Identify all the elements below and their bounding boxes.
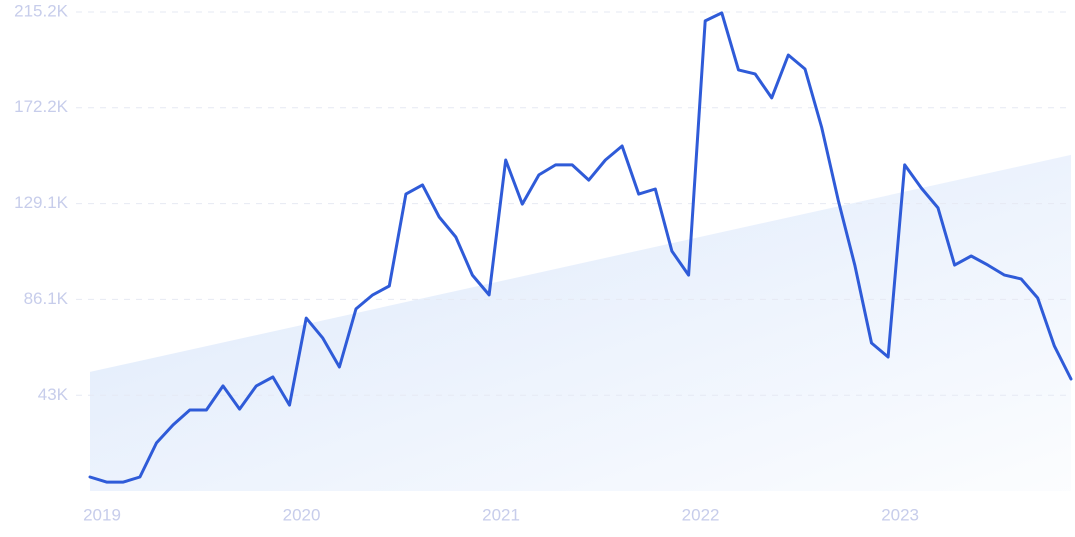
y-tick-label: 86.1K (24, 289, 69, 308)
x-tick-label: 2019 (83, 505, 121, 524)
x-tick-label: 2021 (482, 505, 520, 524)
y-tick-label: 43K (38, 385, 69, 404)
x-tick-label: 2023 (881, 505, 919, 524)
y-tick-label: 172.2K (14, 97, 69, 116)
y-tick-label: 215.2K (14, 1, 69, 20)
line (88, 11, 1073, 484)
x-tick-label: 2022 (682, 505, 720, 524)
trend-area (90, 154, 1071, 492)
x-tick-label: 2020 (283, 505, 321, 524)
y-tick-label: 129.1K (14, 193, 69, 212)
